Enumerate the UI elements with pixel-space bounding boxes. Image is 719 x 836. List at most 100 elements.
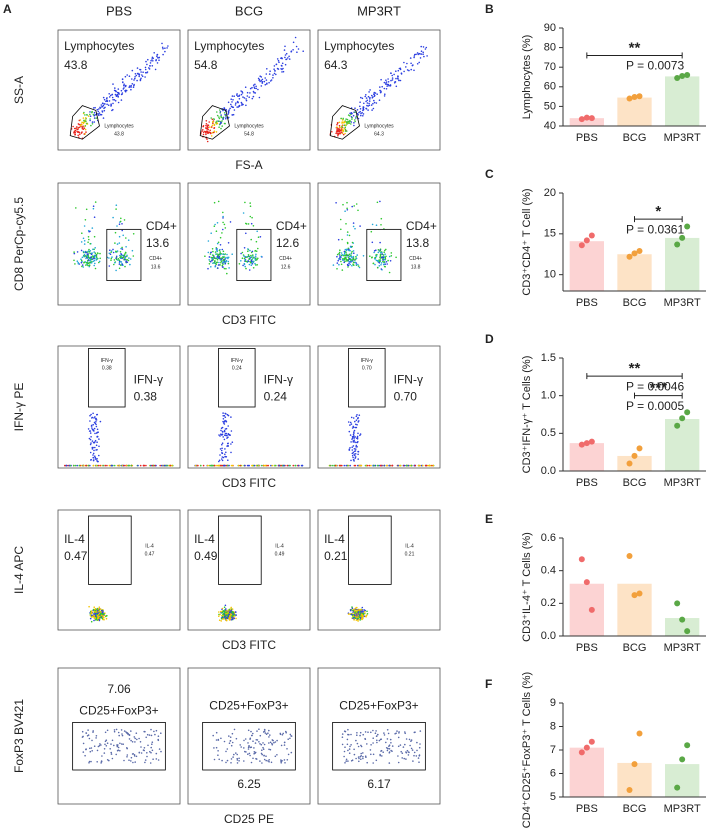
event-dot (366, 105, 368, 107)
event-dot (130, 89, 132, 91)
event-dot (218, 264, 220, 266)
y-tick-label: 20 (544, 187, 556, 199)
data-point (679, 415, 685, 421)
event-dot (204, 255, 206, 257)
event-dot (379, 755, 381, 757)
event-dot (348, 265, 350, 267)
event-dot (111, 753, 113, 755)
event-dot (232, 99, 234, 101)
y-tick-label: 0.5 (541, 427, 556, 439)
event-dot (382, 261, 384, 263)
event-dot (344, 133, 346, 135)
event-dot (106, 739, 108, 741)
event-dot (249, 755, 251, 757)
event-dot (218, 121, 220, 123)
event-dot (266, 68, 268, 70)
event-dot (246, 100, 248, 102)
event-dot (373, 100, 375, 102)
event-dot (95, 608, 97, 610)
event-dot (101, 610, 103, 612)
event-dot (227, 425, 229, 427)
event-dot (274, 73, 276, 75)
event-dot (252, 255, 254, 257)
event-dot (226, 433, 228, 435)
event-dot (370, 465, 372, 467)
event-dot (104, 752, 106, 754)
event-dot (91, 750, 93, 752)
event-dot (371, 104, 373, 106)
event-dot (360, 115, 362, 117)
event-dot (88, 250, 90, 252)
event-dot (249, 264, 251, 266)
y-tick-label: 7 (550, 744, 556, 756)
event-dot (102, 106, 104, 108)
event-dot (348, 250, 350, 252)
event-dot (108, 104, 110, 106)
event-dot (210, 252, 212, 254)
event-dot (410, 63, 412, 65)
event-dot (381, 218, 383, 220)
event-dot (222, 263, 224, 265)
event-dot (344, 122, 346, 124)
event-dot (253, 96, 255, 98)
event-dot (141, 752, 143, 754)
event-dot (226, 273, 228, 275)
event-dot (231, 430, 233, 432)
event-dot (91, 740, 93, 742)
event-dot (85, 749, 87, 751)
event-dot (84, 755, 86, 757)
event-dot (273, 68, 275, 70)
event-dot (92, 413, 94, 415)
event-dot (379, 265, 381, 267)
event-dot (253, 225, 255, 227)
event-dot (141, 74, 143, 76)
event-dot (222, 431, 224, 433)
event-dot (216, 739, 218, 741)
event-dot (359, 267, 361, 269)
event-dot (230, 608, 232, 610)
gate-value: 0.49 (194, 549, 218, 563)
event-dot (216, 732, 218, 734)
data-point (684, 72, 690, 78)
event-dot (208, 252, 210, 254)
event-dot (158, 759, 160, 761)
event-dot (232, 618, 234, 620)
event-dot (272, 739, 274, 741)
event-dot (216, 251, 218, 253)
event-dot (96, 426, 98, 428)
event-dot (370, 754, 372, 756)
event-dot (261, 465, 263, 467)
row-y-label: CD8 PerCp-cy5.5 (12, 197, 26, 291)
event-dot (356, 446, 358, 448)
event-dot (344, 253, 346, 255)
event-dot (411, 748, 413, 750)
event-dot (122, 92, 124, 94)
event-dot (212, 735, 214, 737)
event-dot (379, 99, 381, 101)
event-dot (346, 253, 348, 255)
event-dot (93, 620, 95, 622)
event-dot (222, 436, 224, 438)
event-dot (352, 455, 354, 457)
event-dot (254, 752, 256, 754)
event-dot (349, 447, 351, 449)
event-dot (235, 752, 237, 754)
event-dot (77, 260, 79, 262)
event-dot (123, 85, 125, 87)
event-dot (125, 731, 127, 733)
event-dot (337, 131, 339, 133)
event-dot (281, 71, 283, 73)
event-dot (239, 744, 241, 746)
event-dot (134, 741, 136, 743)
event-dot (229, 617, 231, 619)
data-point (679, 73, 685, 79)
event-dot (210, 132, 212, 134)
event-dot (411, 739, 413, 741)
event-dot (349, 431, 351, 433)
event-dot (223, 418, 225, 420)
event-dot (429, 465, 431, 467)
event-dot (360, 617, 362, 619)
bar (665, 238, 699, 291)
event-dot (93, 450, 95, 452)
event-dot (132, 741, 134, 743)
